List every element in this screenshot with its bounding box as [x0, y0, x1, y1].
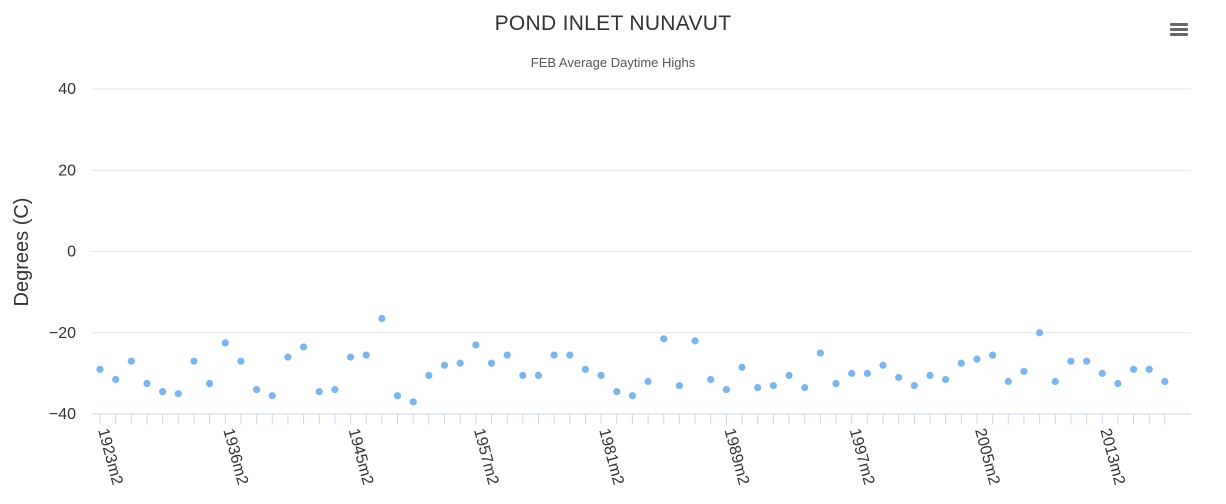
- chart-title: POND INLET NUNAVUT: [494, 12, 732, 35]
- data-point[interactable]: [566, 351, 574, 359]
- data-point[interactable]: [174, 390, 182, 398]
- y-axis-title: Degrees (C): [11, 198, 33, 307]
- data-point[interactable]: [315, 388, 323, 396]
- data-point[interactable]: [1082, 357, 1091, 365]
- data-point[interactable]: [96, 365, 104, 373]
- data-point[interactable]: [299, 343, 308, 351]
- data-point[interactable]: [550, 351, 558, 359]
- data-point[interactable]: [237, 357, 245, 365]
- data-point[interactable]: [221, 339, 229, 347]
- data-point[interactable]: [331, 386, 339, 394]
- data-point[interactable]: [409, 398, 417, 406]
- data-point[interactable]: [644, 377, 652, 386]
- data-point[interactable]: [1114, 379, 1122, 388]
- data-point[interactable]: [534, 371, 543, 380]
- data-point[interactable]: [691, 337, 699, 345]
- data-point[interactable]: [1051, 377, 1059, 386]
- data-point[interactable]: [910, 381, 918, 390]
- data-point[interactable]: [425, 371, 433, 380]
- data-point[interactable]: [801, 383, 809, 392]
- data-point[interactable]: [472, 341, 480, 349]
- data-point[interactable]: [127, 357, 135, 365]
- data-point[interactable]: [253, 386, 261, 394]
- x-tick-label: 1936m2: [219, 427, 250, 487]
- data-point[interactable]: [346, 353, 355, 361]
- data-point[interactable]: [613, 388, 621, 396]
- data-point[interactable]: [597, 371, 605, 380]
- data-point[interactable]: [362, 351, 370, 359]
- data-point[interactable]: [957, 359, 965, 367]
- data-point[interactable]: [675, 381, 684, 390]
- data-point[interactable]: [206, 379, 214, 388]
- data-point[interactable]: [112, 375, 120, 384]
- x-tick-label: 1923m2: [94, 427, 125, 487]
- data-point[interactable]: [879, 361, 887, 369]
- y-tick-label: 40: [58, 81, 76, 98]
- x-tick-label: 1981m2: [595, 427, 626, 487]
- data-point[interactable]: [942, 375, 950, 384]
- data-point[interactable]: [487, 359, 496, 367]
- y-tick-label: 0: [67, 244, 76, 261]
- y-tick-label: −40: [49, 406, 76, 423]
- data-point[interactable]: [268, 392, 276, 400]
- data-point[interactable]: [722, 386, 731, 394]
- data-point[interactable]: [660, 335, 668, 343]
- data-point[interactable]: [284, 353, 292, 361]
- data-point[interactable]: [832, 379, 840, 388]
- x-tick-label: 1997m2: [846, 427, 877, 487]
- data-point[interactable]: [863, 369, 871, 377]
- data-point[interactable]: [190, 357, 198, 365]
- x-tick-label: 2013m2: [1096, 427, 1127, 487]
- data-point[interactable]: [503, 351, 511, 359]
- data-point[interactable]: [754, 383, 762, 392]
- data-point[interactable]: [769, 381, 777, 390]
- x-tick-label: 2005m2: [971, 427, 1002, 487]
- data-point[interactable]: [926, 371, 934, 380]
- x-tick-label: 1989m2: [721, 427, 752, 487]
- data-point[interactable]: [1067, 357, 1075, 365]
- x-tick-label: 1957m2: [470, 427, 501, 487]
- data-point[interactable]: [143, 379, 151, 388]
- data-point[interactable]: [895, 373, 903, 382]
- data-point[interactable]: [581, 365, 590, 373]
- data-point[interactable]: [456, 359, 464, 367]
- data-point[interactable]: [1036, 329, 1044, 337]
- data-point[interactable]: [1129, 365, 1138, 373]
- data-point[interactable]: [378, 314, 386, 323]
- data-point[interactable]: [738, 363, 746, 371]
- data-point[interactable]: [1020, 367, 1028, 375]
- data-point[interactable]: [440, 361, 449, 369]
- data-point[interactable]: [785, 371, 793, 380]
- data-point[interactable]: [973, 355, 981, 363]
- chart-subtitle: FEB Average Daytime Highs: [530, 55, 696, 70]
- data-point[interactable]: [628, 392, 637, 400]
- data-point[interactable]: [707, 375, 715, 384]
- data-point[interactable]: [1145, 365, 1153, 373]
- hamburger-menu-icon[interactable]: [1166, 18, 1190, 42]
- data-point[interactable]: [816, 349, 824, 357]
- data-point[interactable]: [1004, 377, 1012, 386]
- y-tick-label: 20: [58, 162, 76, 179]
- data-point[interactable]: [989, 351, 997, 359]
- data-point[interactable]: [848, 369, 856, 377]
- data-point[interactable]: [1098, 369, 1106, 377]
- data-point[interactable]: [159, 388, 167, 396]
- data-point[interactable]: [519, 371, 527, 380]
- y-tick-label: −20: [49, 325, 76, 342]
- data-point[interactable]: [393, 392, 402, 400]
- data-point[interactable]: [1161, 377, 1169, 386]
- x-tick-label: 1945m2: [345, 427, 376, 487]
